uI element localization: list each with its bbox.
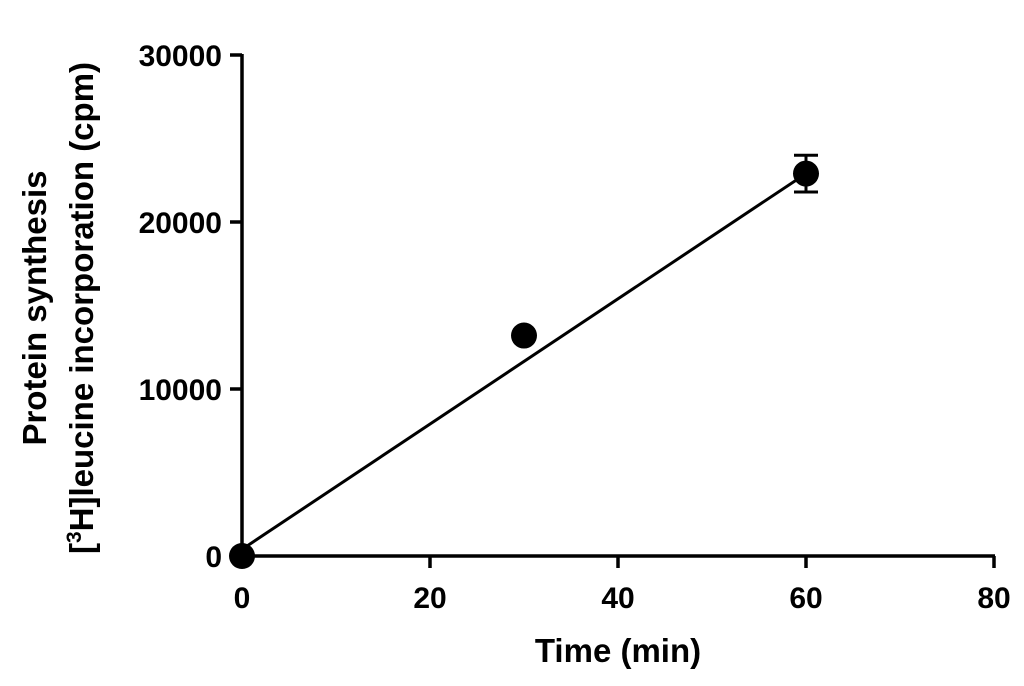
y-tick-label: 10000 [139,374,222,407]
x-axis-title: Time (min) [535,632,701,669]
ticks: 0 20 40 60 80 0 10000 20000 30000 [139,40,1011,615]
y-axis-title-2: [3H]leucine incorporation (cpm) [63,62,100,554]
x-tick-label: 80 [977,582,1010,615]
y-axis-title-line1: Protein synthesis [16,170,53,445]
y-tick-label: 20000 [139,207,222,240]
y-axis-title-line2: [3H]leucine incorporation (cpm) [63,62,100,554]
data-point [511,322,537,349]
y-axis-title-rest: H]leucine incorporation (cpm) [63,62,100,531]
x-tick-label: 40 [601,582,634,615]
x-tick-label: 20 [413,582,446,615]
data-point [793,160,819,187]
y-axis-title-bracket: [ [63,543,100,554]
fit-line [241,172,807,551]
x-tick-label: 60 [789,582,822,615]
y-axis-title-superscript: 3 [63,531,86,543]
y-axis-title: Protein synthesis [16,170,53,445]
y-tick-label: 0 [205,541,222,574]
y-tick-label: 30000 [139,40,222,73]
x-tick-label: 0 [234,582,251,615]
data-point [229,543,255,569]
axes [240,54,995,558]
data-points [229,153,819,569]
fit-line-group [241,172,807,551]
